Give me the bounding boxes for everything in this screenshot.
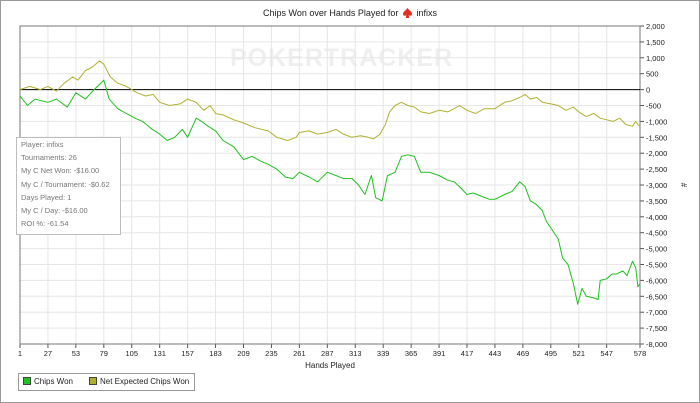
x-tick-label: 79: [100, 349, 108, 358]
x-tick-label: 105: [125, 349, 138, 358]
y-tick-label: -2,000: [646, 149, 667, 158]
x-tick-label: 287: [321, 349, 334, 358]
y-tick-label: -4,000: [646, 213, 667, 222]
x-tick-label: 417: [461, 349, 474, 358]
y-tick-label: -7,000: [646, 308, 667, 317]
y-tick-label: -5,000: [646, 245, 667, 254]
series-chips-won-line: [19, 79, 641, 305]
x-tick-label: 313: [349, 349, 362, 358]
y-tick-label: 500: [646, 70, 659, 79]
y-tick-label: 2,000: [646, 22, 665, 31]
stats-days-played: Days Played: 1: [21, 192, 72, 202]
stats-player: Player: infixs: [21, 140, 64, 149]
x-tick-label: 521: [572, 349, 585, 358]
x-tick-label: 578: [634, 349, 647, 358]
y-tick-label: -3,500: [646, 197, 667, 206]
legend-item-chips-won: Chips Won: [23, 377, 73, 386]
x-tick-label: 235: [265, 349, 278, 358]
y-tick-label: -5,500: [646, 261, 667, 270]
stats-per-tournament: My C / Tournament: -$0.62: [21, 179, 110, 189]
stats-roi: ROI %: -61.54: [21, 219, 69, 229]
legend-item-net-expected: Net Expected Chips Won: [89, 377, 189, 386]
y-tick-label: 1,500: [646, 38, 665, 47]
chart-title: Chips Won over Hands Played for infixs: [0, 8, 700, 20]
y-tick-label: 1,000: [646, 54, 665, 63]
y-tick-label: -6,000: [646, 276, 667, 285]
legend-swatch-net-expected: [89, 377, 97, 385]
x-axis-label: Hands Played: [305, 361, 355, 370]
y-tick-label: -4,500: [646, 229, 667, 238]
stats-box: Player: infixs Tournaments: 26 My C Net …: [16, 137, 121, 235]
x-tick-label: 131: [153, 349, 166, 358]
legend: Chips Won Net Expected Chips Won: [18, 373, 195, 391]
y-tick-label: -2,500: [646, 165, 667, 174]
x-tick-label: 209: [237, 349, 250, 358]
x-tick-label: 183: [209, 349, 222, 358]
x-tick-label: 53: [72, 349, 80, 358]
x-tick-label: 469: [517, 349, 530, 358]
x-tick-label: 339: [377, 349, 390, 358]
y-tick-label: -3,000: [646, 181, 667, 190]
y-tick-label: -6,500: [646, 292, 667, 301]
series-net-expected-line: [19, 60, 641, 141]
stats-net-won: My C Net Won: -$16.00: [21, 166, 100, 176]
spade-icon: [402, 8, 412, 20]
legend-label-chips-won: Chips Won: [34, 377, 73, 386]
y-axis-label: #: [679, 183, 688, 188]
x-tick-label: 27: [44, 349, 52, 358]
y-tick-label: -7,500: [646, 324, 667, 333]
chart-title-player: infixs: [416, 8, 437, 18]
x-tick-label: 547: [600, 349, 613, 358]
y-tick-label: -1,500: [646, 133, 667, 142]
x-tick-label: 365: [405, 349, 418, 358]
y-tick-label: 0: [646, 86, 650, 95]
y-tick-label: -8,000: [646, 340, 667, 349]
y-tick-label: -500: [646, 102, 661, 111]
x-tick-label: 443: [489, 349, 502, 358]
chart-title-text: Chips Won over Hands Played for: [263, 8, 399, 18]
x-tick-label: 261: [293, 349, 306, 358]
y-tick-label: -1,000: [646, 117, 667, 126]
x-tick-label: 495: [545, 349, 558, 358]
x-tick-label: 391: [433, 349, 446, 358]
stats-tournaments: Tournaments: 26: [21, 153, 77, 163]
x-tick-label: 1: [18, 349, 22, 358]
stats-per-day: My C / Day: -$16.00: [21, 206, 88, 216]
series-lines: [19, 60, 641, 305]
legend-swatch-chips-won: [23, 377, 31, 385]
legend-label-net-expected: Net Expected Chips Won: [100, 377, 190, 386]
x-tick-label: 157: [181, 349, 194, 358]
